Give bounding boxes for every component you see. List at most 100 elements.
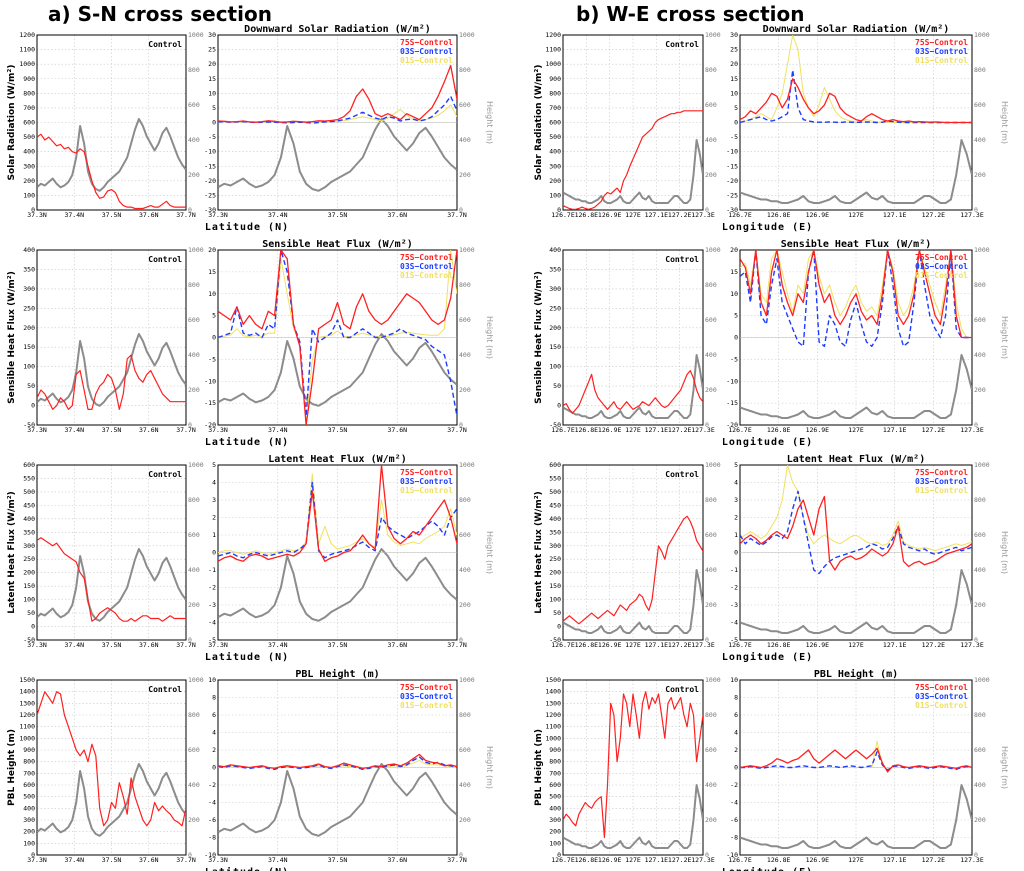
- panel-sn-r2-diff-legend-2: 01S−Control: [400, 486, 453, 495]
- panel-sn-r2-control-ytick: 0: [31, 623, 35, 631]
- panel-sn-r2-diff-xtick: 37.5N: [328, 641, 348, 649]
- panel-sn-r3-control-height-tick: 400: [188, 781, 200, 789]
- panel-we-r0-control-xtick: 127E: [625, 211, 641, 219]
- panel-we-r1-diff-s01-line: [740, 250, 972, 338]
- panel-sn-r2-control-control-line: [37, 537, 186, 622]
- panel-we-r1-diff-xtick: 127.2E: [922, 426, 946, 434]
- panel-we-r2-control-xtick: 127.2E: [668, 641, 692, 649]
- panel-we-r2-control-control-line: [563, 515, 703, 625]
- panel-we-r0-control-height-tick: 0: [705, 206, 709, 214]
- panel-sn-r2-control-ytick: 150: [23, 582, 35, 590]
- panel-sn-r0-control-control-label: Control: [148, 40, 182, 49]
- panel-we-r3-control-ytick: 0: [557, 851, 561, 859]
- panel-we-r0-diff-xtick: 126.9E: [806, 211, 830, 219]
- panel-sn-r3-control-ytick: 300: [23, 816, 35, 824]
- panel-sn-r2-diff-height-line: [218, 548, 457, 622]
- panel-sn-r0-control-ytick: 200: [23, 177, 35, 185]
- panel-sn-r1-diff-xtick: 37.4N: [268, 426, 288, 434]
- panel-we-r1-control-xtick: 126.9E: [598, 426, 622, 434]
- panel-we-r2-control-ytick: 50: [553, 609, 561, 617]
- panel-we-r1-control-frame: [562, 249, 704, 426]
- panel-sn-r3-control-ytick: 0: [31, 851, 35, 859]
- panel-sn-r2-diff-xtick: 37.4N: [268, 641, 288, 649]
- panel-we-r3-control-xtick: 127.3E: [691, 856, 715, 864]
- panel-sn-r1-control-xtick: 37.5N: [102, 426, 122, 434]
- panel-sn-r3-control-xtick: 37.5N: [102, 856, 122, 864]
- xlabel-we-r2: Longitude (E): [722, 651, 813, 663]
- panel-sn-r3-control-control-label: Control: [148, 685, 182, 694]
- panel-sn-r1-control-height-tick: 400: [188, 351, 200, 359]
- panel-we-r2-control-xtick: 127.3E: [691, 641, 715, 649]
- panel-we-r3-diff-height-tick: 0: [974, 851, 978, 859]
- panel-we-r0-diff-ytick: 30: [730, 31, 738, 39]
- panel-sn-r3-control-ytick: 1400: [19, 688, 35, 696]
- panel-we-r0-diff-ytick: 20: [730, 60, 738, 68]
- panel-we-r0-control-height-tick: 1000: [705, 31, 721, 39]
- panel-we-r2-control-control-label: Control: [665, 470, 699, 479]
- panel-sn-r0-control-ytick: 300: [23, 162, 35, 170]
- panel-sn-r0-control-ytick: 1200: [19, 31, 35, 39]
- panel-we-r0-diff-ytick: -10: [726, 148, 738, 156]
- panel-we-r0-diff-height-tick: 800: [974, 66, 986, 74]
- panel-sn-r1-diff-s75-line: [218, 250, 457, 425]
- panel-sn-r1-diff-ytick: 20: [208, 246, 216, 254]
- panel-we-r2-control-ytick: -50: [549, 636, 561, 644]
- panel-we-r1-control-xtick: 127.2E: [668, 426, 692, 434]
- panel-we-r0-control-xtick: 126.9E: [598, 211, 622, 219]
- panel-sn-r1-control-ylabel: Sensible Heat Flux (W/m²): [7, 271, 17, 404]
- panel-we-r1-diff-ytick: -20: [726, 421, 738, 429]
- panel-sn-r2-diff-ytick: -2: [208, 584, 216, 592]
- panel-sn-r2-diff-ytick: -4: [208, 619, 216, 627]
- panel-sn-r0-diff-s03-line: [218, 95, 457, 124]
- panel-we-r0-diff-ytick: -25: [726, 191, 738, 199]
- panel-sn-r0-diff-ytick: -15: [204, 162, 216, 170]
- panel-sn-r0-control-ytick: 500: [23, 133, 35, 141]
- panel-sn-r0-diff-height-tick: 1000: [459, 31, 475, 39]
- panel-we-r1-control-ytick: 50: [553, 382, 561, 390]
- panel-sn-r0-control-ytick: 1000: [19, 60, 35, 68]
- panel-we-r3-diff-height-tick: 200: [974, 816, 986, 824]
- panel-sn-r0-control-ytick: 1100: [19, 46, 35, 54]
- panel-sn-r0-diff-height-tick: 800: [459, 66, 471, 74]
- panel-sn-r3-diff-ytick: -6: [208, 816, 216, 824]
- panel-sn-r3-diff-xtick: 37.6N: [387, 856, 407, 864]
- panel-we-r2-diff-ytick: -5: [730, 636, 738, 644]
- panel-sn-r2-control-height-tick: 400: [188, 566, 200, 574]
- panel-we-r0-diff-xtick: 126.8E: [767, 211, 791, 219]
- panel-sn-r0-diff-xtick: 37.6N: [387, 211, 407, 219]
- panel-we-r0-control-ytick: 500: [549, 133, 561, 141]
- panel-we-r0-control-xtick: 127.1E: [645, 211, 669, 219]
- panel-we-r3-diff-s03-line: [740, 751, 972, 771]
- panel-sn-r1-control-xtick: 37.6N: [139, 426, 159, 434]
- panel-sn-r2-diff-ytick: 0: [212, 549, 216, 557]
- panel-we-r0-control-ytick: 1000: [545, 60, 561, 68]
- panel-we-r0-diff-ytick: 15: [730, 75, 738, 83]
- panel-sn-r3-control-height-tick: 200: [188, 816, 200, 824]
- panel-we-r0-diff-xtick: 126.7E: [728, 211, 752, 219]
- panel-we-r0-control-ytick: 1100: [545, 46, 561, 54]
- panel-we-r1-control-ytick: 100: [549, 363, 561, 371]
- panel-sn-r1-control-xtick: 37.3N: [27, 426, 47, 434]
- panel-sn-r2-control-ytick: 600: [23, 461, 35, 469]
- panel-sn-r2-diff-ytick: -1: [208, 566, 216, 574]
- panel-we-r2-diff-ytick: 0: [734, 549, 738, 557]
- panel-we-r1-diff-ytick: 5: [734, 312, 738, 320]
- panel-we-r0-diff-s75-line: [740, 78, 972, 124]
- panel-sn-r3-diff-s75-line: [218, 753, 457, 770]
- panel-sn-r3-control-ytick: 1300: [19, 699, 35, 707]
- panel-sn-r0-diff-xtick: 37.5N: [328, 211, 348, 219]
- panel-sn-r3-control-ylabel: PBL Height (m): [7, 729, 17, 806]
- panel-sn-r3-control-ytick: 800: [23, 758, 35, 766]
- panel-we-r3-control-height-tick: 200: [705, 816, 717, 824]
- panel-sn-r0-diff-height-tick: 600: [459, 101, 471, 109]
- panel-sn-r0-diff-ytick: -5: [208, 133, 216, 141]
- panel-sn-r1-diff-s03-line: [218, 250, 457, 417]
- panel-we-r2-control-height-tick: 400: [705, 566, 717, 574]
- panel-we-r3-control-ytick: 600: [549, 781, 561, 789]
- panel-we-r2-diff-height-tick: 600: [974, 531, 986, 539]
- panel-we-r2-control-ytick: 400: [549, 515, 561, 523]
- panel-sn-r1-control-ytick: 350: [23, 265, 35, 273]
- panel-we-r2-diff-legend-0: 75S−Control: [915, 468, 968, 477]
- panel-sn-r1-control-ytick: 400: [23, 246, 35, 254]
- panel-sn-r3-control-ytick: 400: [23, 804, 35, 812]
